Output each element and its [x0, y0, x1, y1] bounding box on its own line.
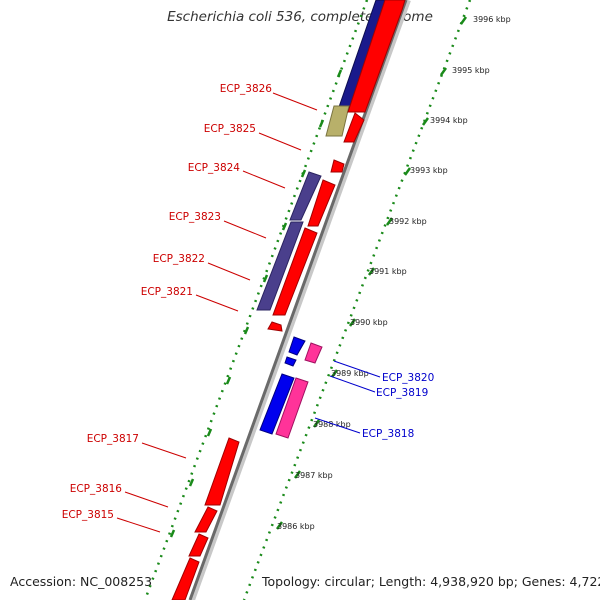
gene-ECP_3816-arrow[interactable]	[194, 506, 218, 533]
tick-label: 3990 kbp	[350, 318, 388, 327]
gene-ECP_3820-block[interactable]	[288, 336, 306, 356]
blue-leader-lines	[314, 360, 381, 434]
tick-label: 3992 kbp	[389, 217, 427, 226]
gene-ECP_3823-block[interactable]	[289, 171, 322, 221]
tick-label: 3993 kbp	[410, 166, 448, 175]
gene-ECP_3819-blue[interactable]	[259, 373, 295, 435]
genome-title: Escherichia coli 536, complete genome	[167, 9, 433, 25]
tick-label: 3986 kbp	[277, 522, 315, 531]
tick-label: 3987 kbp	[295, 471, 333, 480]
tick-label: 3988 kbp	[313, 420, 351, 429]
gene-label[interactable]: ECP_3821	[141, 286, 193, 298]
gene-ECP_3817-arrow[interactable]	[204, 437, 240, 506]
gene-label[interactable]: ECP_3818	[362, 428, 414, 440]
gene-label[interactable]: ECP_3824	[188, 162, 241, 174]
gene-label[interactable]: ECP_3820	[382, 372, 434, 384]
red-leader-lines	[116, 92, 318, 533]
gene-label[interactable]: ECP_3816	[70, 483, 123, 495]
gene-ECP_3824-arrow[interactable]	[330, 159, 345, 173]
gene-label[interactable]: ECP_3815	[62, 509, 114, 521]
gene-ECP_3823-arrow[interactable]	[307, 179, 336, 227]
tick-label: 3994 kbp	[430, 116, 468, 125]
gene-ECP_3820-arrow[interactable]	[304, 342, 323, 364]
tick-label: 3995 kbp	[452, 66, 490, 75]
gene-ECP_3818-arrow[interactable]	[275, 377, 309, 439]
gene-ECP_3815-arrow[interactable]	[188, 533, 209, 557]
gene-ECP_3814-arrow[interactable]	[171, 557, 200, 600]
gene-label[interactable]: ECP_3826	[220, 83, 273, 95]
tick-label: 3989 kbp	[331, 369, 369, 378]
accession-text: Accession: NC_008253	[10, 574, 153, 589]
gene-ECP_3826-block[interactable]	[325, 105, 350, 137]
gene-label[interactable]: ECP_3822	[153, 253, 205, 265]
tick-label: 3996 kbp	[473, 15, 511, 24]
ruler-outer	[242, 0, 472, 600]
gene-ECP_3822-arrow[interactable]	[272, 227, 318, 316]
gene-label[interactable]: ECP_3819	[376, 387, 428, 399]
gene-ECP_3826-arrow[interactable]	[347, 0, 406, 113]
backbone-shadow	[189, 0, 411, 600]
gene-label[interactable]: ECP_3825	[204, 123, 256, 135]
gene-ECP_3819-block[interactable]	[284, 356, 297, 367]
gene-label[interactable]: ECP_3823	[169, 211, 221, 223]
gene-ECP_3825-arrow[interactable]	[343, 112, 365, 143]
ruler-outer-ticks	[275, 16, 468, 530]
gene-ECP_3821-arrow[interactable]	[267, 321, 283, 332]
gene-label[interactable]: ECP_3817	[87, 433, 139, 445]
genome-summary-text: Topology: circular; Length: 4,938,920 bp…	[262, 574, 600, 589]
gene-ECP_3821-block[interactable]	[256, 221, 304, 311]
genome-backbone	[188, 0, 408, 600]
ruler-inner-ticks	[169, 69, 343, 538]
tick-label: 3991 kbp	[369, 267, 407, 276]
